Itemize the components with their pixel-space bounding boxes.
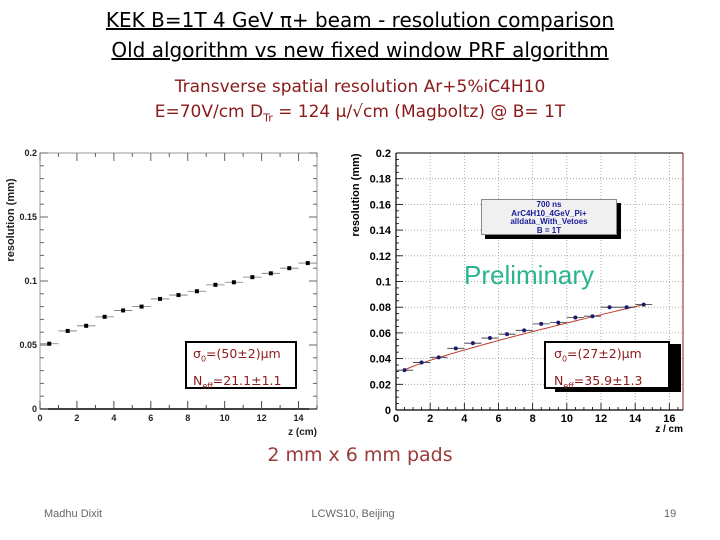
svg-text:8: 8 [530,413,536,425]
svg-text:0: 0 [32,404,37,414]
svg-text:2: 2 [74,413,79,423]
svg-text:14: 14 [629,413,642,425]
fit-sigma0-left: σ0=(50±2)μm [193,346,281,364]
svg-text:0.06: 0.06 [370,328,391,340]
svg-text:0.2: 0.2 [24,148,37,158]
footer-page-number: 19 [664,508,677,520]
svg-text:14: 14 [294,413,304,423]
svg-text:0.02: 0.02 [370,379,391,391]
svg-text:16: 16 [663,413,675,425]
svg-text:0.2: 0.2 [376,148,391,160]
footer-author: Madhu Dixit [44,508,103,520]
svg-text:0.08: 0.08 [370,302,391,314]
pads-label: 2 mm x 6 mm pads [267,444,453,466]
svg-text:4: 4 [111,413,116,423]
svg-text:12: 12 [257,413,267,423]
svg-text:0.05: 0.05 [19,340,37,350]
svg-text:6: 6 [495,413,501,425]
fit-neff-right: Neff=35.9±1.3 [554,372,643,391]
fit-box-left: σ0=(50±2)μm Neff=21.1±1.1 [185,341,297,390]
subtitle-suffix: = 124 μ/√cm (Magboltz) @ B= 1T [272,102,566,122]
svg-text:0.14: 0.14 [370,225,392,237]
svg-text:0: 0 [385,405,391,417]
legend-box: 700 ns ArC4H10_4GeV_Pi+ alldata_With_Vet… [481,199,617,235]
legend-line-3: alldata_With_Vetoes [510,217,588,226]
subtitle-prefix: E=70V/cm D [154,102,264,122]
svg-text:0.16: 0.16 [370,199,391,211]
fit-neff-left: Neff=21.1±1.1 [193,372,282,391]
legend-line-1: 700 ns [536,200,562,209]
svg-text:0.1: 0.1 [24,276,37,286]
svg-text:12: 12 [595,413,607,425]
svg-text:0.04: 0.04 [370,354,392,366]
svg-text:resolution (mm): resolution (mm) [5,178,17,261]
svg-text:6: 6 [148,413,153,423]
preliminary-label: Preliminary [464,260,595,290]
subtitle-subscript: Tr [263,111,273,125]
svg-text:0.15: 0.15 [19,212,37,222]
svg-text:0.18: 0.18 [370,174,391,186]
svg-text:2: 2 [427,413,433,425]
legend-line-2: ArC4H10_4GeV_Pi+ [511,208,587,218]
svg-text:z / cm: z / cm [655,424,683,435]
footer-event: LCWS10, Beijing [311,508,395,520]
fit-sigma0-right: σ0=(27±2)μm [554,346,642,364]
svg-text:resolution (mm): resolution (mm) [350,153,362,236]
svg-text:10: 10 [220,413,230,423]
svg-text:4: 4 [461,413,468,425]
subtitle-line1: Transverse spatial resolution Ar+5%iC4H1… [174,77,546,97]
svg-text:0: 0 [37,413,42,423]
svg-text:10: 10 [561,413,573,425]
svg-text:0.1: 0.1 [376,277,391,289]
svg-text:8: 8 [185,413,190,423]
svg-text:0.12: 0.12 [370,251,391,263]
slide-title-line1: KEK B=1T 4 GeV π+ beam - resolution comp… [105,8,615,32]
subtitle-line2: E=70V/cm DTr = 124 μ/√cm (Magboltz) @ B=… [0,101,720,129]
svg-text:z (cm): z (cm) [288,427,317,438]
legend-line-4: B = 1T [536,225,562,235]
chart-old-algorithm: 0 0.05 0.1 0.15 0.2 0 2 4 6 8 10 12 14 z (cm) resoluti… [0,140,318,438]
fit-box-right: σ0=(27±2)μm Neff=35.9±1.3 [544,341,670,390]
svg-text:0: 0 [393,413,399,425]
slide-title-line2: Old algorithm vs new fixed window PRF al… [111,38,609,62]
